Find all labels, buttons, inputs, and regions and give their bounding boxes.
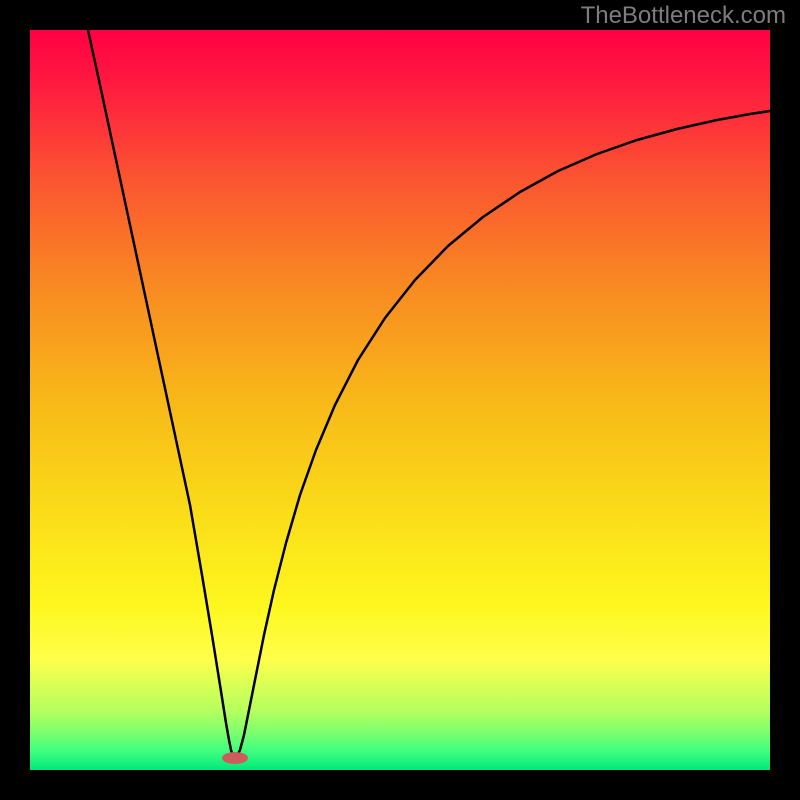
plot-area (30, 30, 770, 770)
minimum-marker (222, 752, 248, 764)
plot-svg (30, 30, 770, 770)
watermark-text: TheBottleneck.com (581, 2, 786, 30)
chart-container: TheBottleneck.com (0, 0, 800, 800)
gradient-background (30, 30, 770, 770)
